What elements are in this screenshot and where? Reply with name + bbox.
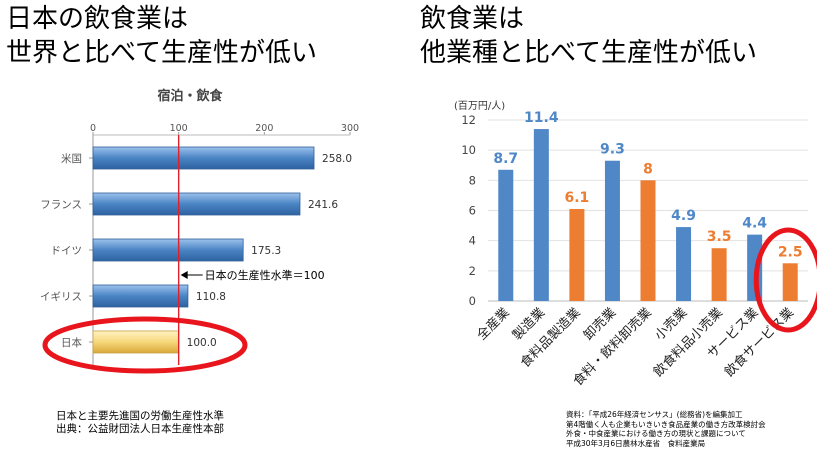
right-y-tick-label: 2 <box>469 264 476 278</box>
right-note-line: 資料：「平成26年経済センサス」(総務省)を編集加工 <box>566 410 743 419</box>
right-bar <box>782 263 798 301</box>
right-note-line: 第4階働く人も企業もいきいき食品産業の働き方改革検討会 <box>566 419 766 429</box>
food-service-highlight-ellipse <box>753 227 817 333</box>
right-note-line: 外食・中食産業における働き方の現状と課題について <box>566 429 746 438</box>
left-bar <box>92 192 301 216</box>
right-headline: 飲食業は 他業種と比べて生産性が低い <box>420 2 757 70</box>
left-category-label: ドイツ <box>51 245 83 257</box>
left-bar-value-label: 110.8 <box>196 291 226 303</box>
right-bar <box>533 129 549 301</box>
left-bar-value-label: 175.3 <box>251 245 281 257</box>
right-bar-value-label: 4.9 <box>671 208 696 224</box>
right-y-tick-label: 8 <box>469 173 476 187</box>
right-category-label: 全産業 <box>474 305 513 344</box>
left-note-line: 出典：公益財団法人日本生産性本部 <box>56 423 224 435</box>
left-source-notes: 日本と主要先進国の労働生産性水準 出典：公益財団法人日本生産性本部 <box>56 410 224 436</box>
right-bar <box>640 180 656 301</box>
right-y-tick-label: 12 <box>461 113 476 127</box>
right-bar <box>604 160 620 301</box>
reference-arrow-head <box>180 271 188 279</box>
japan-highlight-ellipse <box>42 316 248 374</box>
left-headline-line1: 日本の飲食業は <box>6 4 189 34</box>
left-bar-chart: 宿泊・飲食 0 100 200 300 米国 258.0 フランス 241.6 ドイツ 175.3 イ… <box>40 88 359 374</box>
left-x-tick-label: 300 <box>341 123 359 134</box>
left-x-tick-label: 200 <box>255 123 273 134</box>
right-y-tick-label: 10 <box>461 143 476 157</box>
right-y-axis-label: (百万円/人) <box>454 100 505 112</box>
right-bar-value-label: 4.4 <box>742 216 767 232</box>
left-x-tick-label: 0 <box>90 123 96 134</box>
left-bar <box>92 238 244 262</box>
left-category-label: フランス <box>40 199 82 211</box>
right-bar <box>498 169 514 301</box>
right-y-tick-label: 6 <box>469 204 476 218</box>
left-category-label: 米国 <box>61 152 82 165</box>
right-bar-value-label: 6.1 <box>564 190 589 206</box>
right-bar <box>569 208 585 301</box>
right-bar-value-label: 11.4 <box>524 110 559 126</box>
right-source-notes: 資料：「平成26年経済センサス」(総務省)を編集加工 第4階働く人も企業もいきい… <box>566 410 766 448</box>
left-note-line: 日本と主要先進国の労働生産性水準 <box>56 410 224 422</box>
right-y-tick-label: 0 <box>469 294 476 308</box>
right-bar-value-label: 8.7 <box>493 151 518 167</box>
right-note-line: 平成30年3月6日農林水産省 食料産業局 <box>566 438 706 448</box>
left-headline-line2: 世界と比べて生産性が低い <box>6 38 317 68</box>
right-y-tick-label: 4 <box>469 234 476 248</box>
left-bar <box>92 330 180 354</box>
left-chart-title: 宿泊・飲食 <box>157 88 223 104</box>
reference-line-label: 日本の生産性水準＝100 <box>205 268 325 282</box>
left-category-label: 日本 <box>61 336 82 349</box>
left-bar <box>92 146 315 170</box>
left-category-label: イギリス <box>40 291 82 303</box>
right-bar-value-label: 8 <box>643 161 653 177</box>
right-bar-value-label: 9.3 <box>600 142 625 158</box>
left-bar-value-label: 241.6 <box>308 199 338 211</box>
left-bar-value-label: 258.0 <box>322 153 352 165</box>
left-bar <box>92 284 189 308</box>
right-headline-line2: 他業種と比べて生産性が低い <box>420 38 757 68</box>
right-bar <box>711 248 727 301</box>
left-bar-value-label: 100.0 <box>187 337 217 349</box>
right-bar-value-label: 3.5 <box>707 229 732 245</box>
right-bar-chart: (百万円/人)0246810128.7全産業11.4製造業6.1食料品製造業9.… <box>454 100 817 389</box>
right-bar <box>676 227 692 301</box>
left-x-tick-label: 100 <box>170 123 188 134</box>
right-headline-line1: 飲食業は <box>420 4 525 34</box>
left-headline: 日本の飲食業は 世界と比べて生産性が低い <box>6 2 317 70</box>
right-bar-value-label: 2.5 <box>778 244 803 260</box>
